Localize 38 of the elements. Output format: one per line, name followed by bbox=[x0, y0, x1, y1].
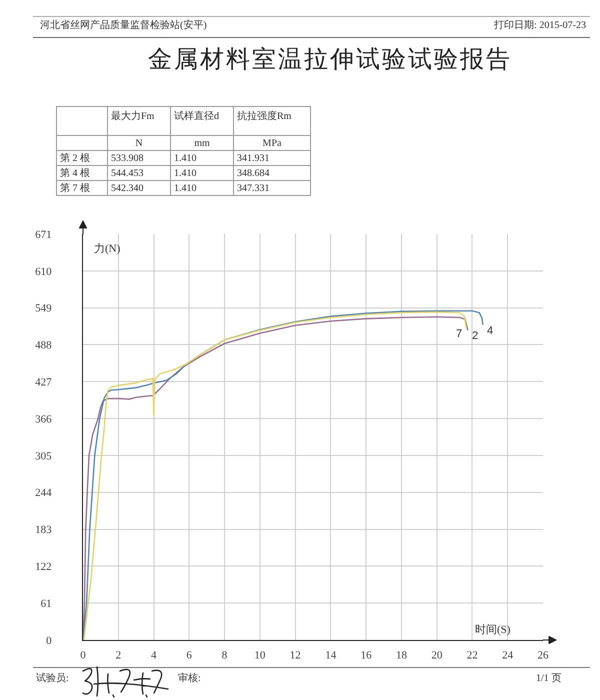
text: 1/1 页 bbox=[536, 673, 562, 685]
x-tick-label: 4 bbox=[151, 649, 158, 662]
text: 河北省丝网产品质量监督检验站(安平) bbox=[40, 20, 207, 32]
x-tick-label: 20 bbox=[431, 649, 443, 662]
y-tick-label: 61 bbox=[40, 598, 52, 610]
y-tick-label: 122 bbox=[35, 561, 52, 574]
y-tick-label: 183 bbox=[35, 524, 52, 536]
x-tick-label: 18 bbox=[396, 649, 408, 662]
chart-title: 金属材料室温拉伸试验试验报告 bbox=[148, 46, 512, 75]
series-label: 4 bbox=[487, 325, 494, 337]
y-tick-label: 0 bbox=[46, 634, 52, 647]
x-tick-label: 6 bbox=[186, 649, 192, 662]
text: 打印日期: 2015-07-23 bbox=[494, 20, 586, 32]
x-tick-label: 14 bbox=[325, 649, 337, 662]
y-axis-title: 力(N) bbox=[94, 242, 121, 255]
x-tick-label: 0 bbox=[80, 649, 86, 662]
x-tick-label: 16 bbox=[360, 649, 372, 662]
series-label: 7 bbox=[456, 328, 462, 340]
y-tick-label: 366 bbox=[35, 413, 52, 426]
text: 审核: bbox=[178, 673, 201, 685]
table: 最大力Fm 试样直径d 抗拉强度Rm N mm MPa 第 2 根 533.908 1.410 341.931 第 4 根 544.453 1.410 348.684 第 7 根 542.340 1.410 347.331 bbox=[56, 106, 311, 196]
series-label: 2 bbox=[472, 330, 478, 342]
y-tick-label: 305 bbox=[35, 450, 52, 462]
x-tick-label: 22 bbox=[466, 649, 478, 662]
x-axis-title: 时间(S) bbox=[475, 623, 511, 636]
x-tick-label: 12 bbox=[290, 649, 301, 662]
text: 试验员: bbox=[36, 673, 69, 685]
x-tick-label: 8 bbox=[222, 649, 228, 662]
y-tick-label: 488 bbox=[35, 340, 52, 352]
x-tick-label: 26 bbox=[538, 649, 549, 662]
y-tick-label: 427 bbox=[35, 376, 52, 388]
x-tick-label: 24 bbox=[502, 649, 514, 662]
x-tick-label: 10 bbox=[254, 649, 266, 662]
x-tick-label: 2 bbox=[116, 649, 122, 662]
y-tick-label: 549 bbox=[35, 302, 52, 315]
y-tick-label: 671 bbox=[35, 228, 52, 241]
y-tick-label: 610 bbox=[35, 266, 52, 278]
y-tick-label: 244 bbox=[35, 487, 52, 500]
